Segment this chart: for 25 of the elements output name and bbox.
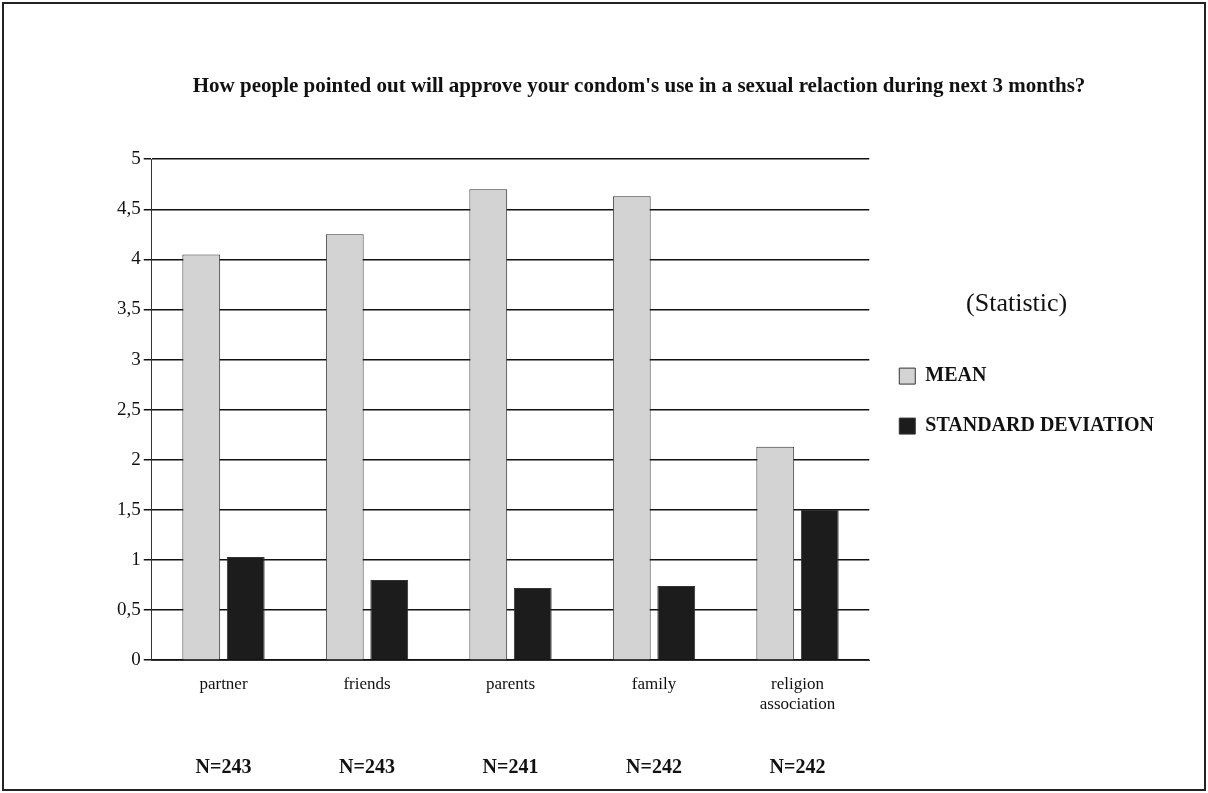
text: N=243 xyxy=(195,755,252,778)
y-tick-label: 1 xyxy=(131,547,141,569)
x-tick-label: friends xyxy=(343,673,391,693)
x-tick-label: parents xyxy=(485,673,536,693)
y-tick-label: 2,5 xyxy=(117,397,141,419)
y-tick-label: 3 xyxy=(131,347,141,369)
y-tick-label: 2 xyxy=(131,447,141,469)
x-tick-label: family xyxy=(631,673,677,693)
text: N=241 xyxy=(482,755,539,778)
legend-label: MEAN xyxy=(925,363,987,386)
x-tick-label: partner xyxy=(199,673,248,693)
y-tick-label: 0,5 xyxy=(117,598,141,620)
y-tick-label: 3,5 xyxy=(117,297,141,319)
legend-title: (Statistic) xyxy=(966,287,1068,317)
text: N=242 xyxy=(626,755,682,778)
y-tick-label: 0 xyxy=(131,648,141,670)
legend-label: STANDARD DEVIATION xyxy=(925,413,1155,436)
y-tick-label: 5 xyxy=(131,147,141,169)
chart-title: How people pointed out will approve your condom's use in a sexual relaction during next 3 months? xyxy=(192,73,1086,98)
y-tick-label: 1,5 xyxy=(117,497,141,519)
text: N=242 xyxy=(769,755,826,778)
y-tick-label: 4 xyxy=(131,247,142,269)
y-tick-label: 4,5 xyxy=(117,197,141,219)
x-tick-label: religion association xyxy=(759,673,836,714)
text: N=243 xyxy=(339,755,395,778)
